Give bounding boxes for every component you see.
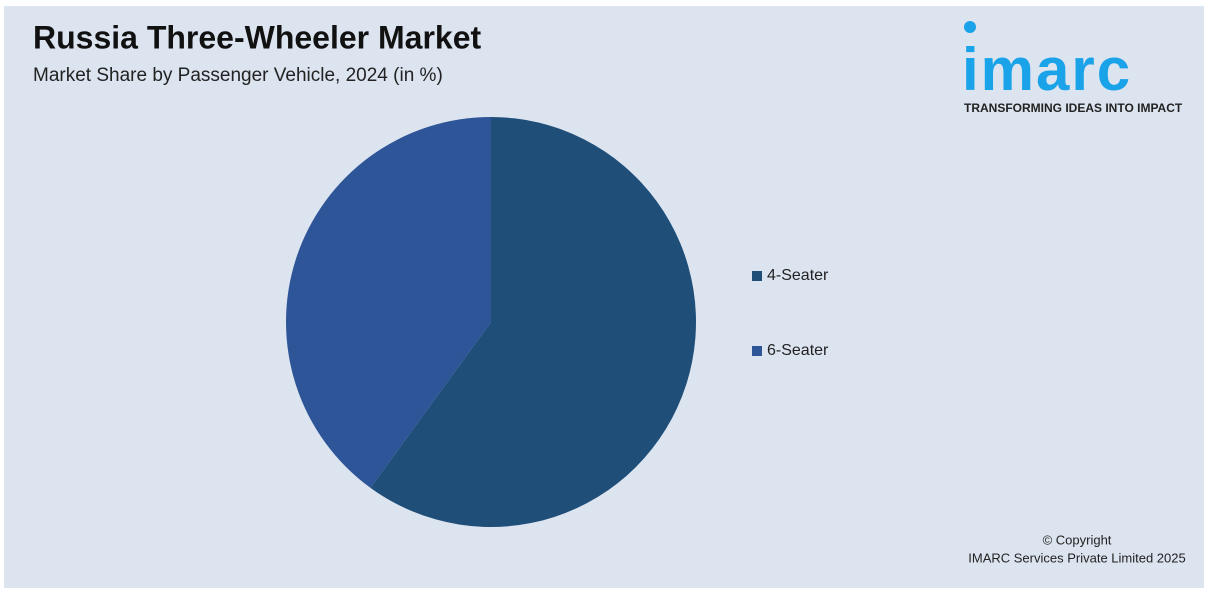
legend-swatch xyxy=(752,271,762,281)
legend-swatch xyxy=(752,346,762,356)
logo-dot xyxy=(964,21,976,33)
chart-subtitle: Market Share by Passenger Vehicle, 2024 … xyxy=(33,65,443,86)
logo-name: imarc xyxy=(962,36,1132,103)
copyright-owner: IMARC Services Private Limited 2025 xyxy=(968,550,1185,565)
legend-label: 6-Seater xyxy=(767,342,829,359)
legend-label: 4-Seater xyxy=(767,267,829,284)
pie-slice xyxy=(370,117,697,527)
copyright: © Copyright xyxy=(1043,532,1112,547)
chart-title: Russia Three-Wheeler Market xyxy=(33,19,482,55)
logo-tagline: TRANSFORMING IDEAS INTO IMPACT xyxy=(964,101,1183,115)
pie-slice xyxy=(286,116,491,488)
